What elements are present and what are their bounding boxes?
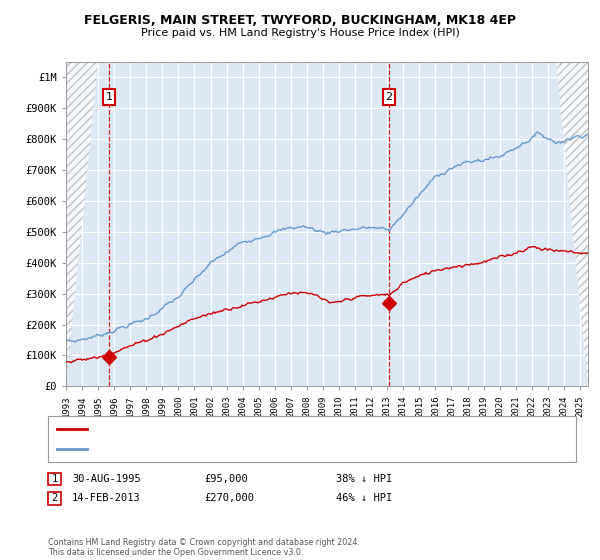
Polygon shape: [556, 62, 588, 386]
Text: 14-FEB-2013: 14-FEB-2013: [72, 493, 141, 503]
Text: 30-AUG-1995: 30-AUG-1995: [72, 474, 141, 484]
Text: Price paid vs. HM Land Registry's House Price Index (HPI): Price paid vs. HM Land Registry's House …: [140, 28, 460, 38]
Text: 2: 2: [386, 92, 393, 102]
Text: 46% ↓ HPI: 46% ↓ HPI: [336, 493, 392, 503]
Text: 1: 1: [106, 92, 112, 102]
Text: 38% ↓ HPI: 38% ↓ HPI: [336, 474, 392, 484]
Polygon shape: [66, 62, 98, 386]
Text: FELGERIS, MAIN STREET, TWYFORD, BUCKINGHAM, MK18 4EP: FELGERIS, MAIN STREET, TWYFORD, BUCKINGH…: [84, 14, 516, 27]
Text: Contains HM Land Registry data © Crown copyright and database right 2024.
This d: Contains HM Land Registry data © Crown c…: [48, 538, 360, 557]
Text: HPI: Average price, detached house, Buckinghamshire: HPI: Average price, detached house, Buck…: [92, 445, 350, 454]
Text: £270,000: £270,000: [204, 493, 254, 503]
Text: £95,000: £95,000: [204, 474, 248, 484]
Text: FELGERIS, MAIN STREET, TWYFORD, BUCKINGHAM, MK18 4EP (detached house): FELGERIS, MAIN STREET, TWYFORD, BUCKINGH…: [92, 424, 470, 433]
Text: 2: 2: [52, 493, 58, 503]
Text: 1: 1: [52, 474, 58, 484]
